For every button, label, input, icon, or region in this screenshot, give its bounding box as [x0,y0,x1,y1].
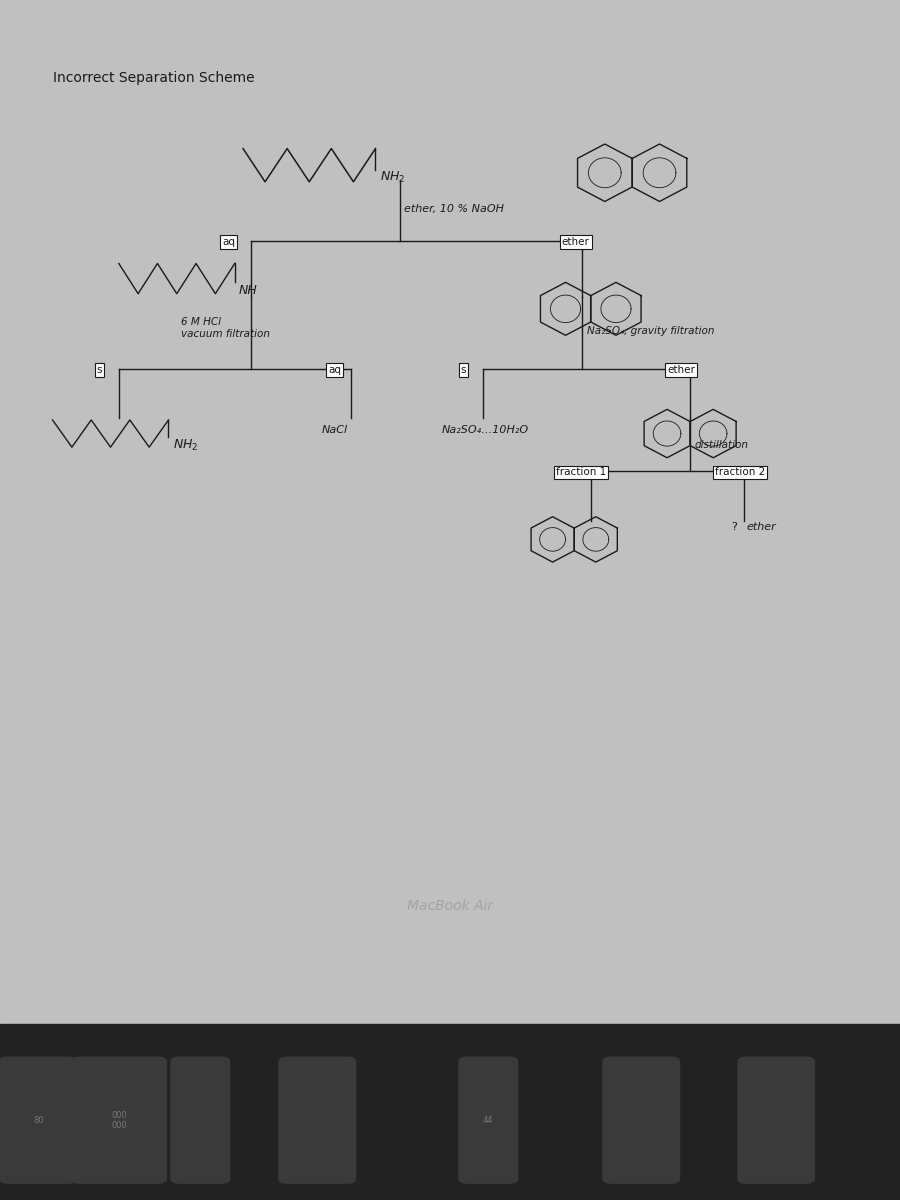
FancyBboxPatch shape [459,1057,518,1183]
Text: MacBook Air: MacBook Air [407,899,493,913]
Text: 000
000: 000 000 [112,1110,127,1130]
FancyBboxPatch shape [738,1057,815,1183]
Text: NH$_2$: NH$_2$ [381,169,406,185]
FancyBboxPatch shape [72,1057,166,1183]
Text: Incorrect Separation Scheme: Incorrect Separation Scheme [52,71,254,85]
Text: ether: ether [667,365,695,376]
Text: fraction 2: fraction 2 [715,468,765,478]
Bar [0,1024,900,1200]
Text: aq: aq [328,365,341,376]
FancyBboxPatch shape [603,1057,680,1183]
FancyBboxPatch shape [279,1057,356,1183]
Text: ether, 10 % NaOH: ether, 10 % NaOH [404,204,505,214]
Text: NaCl: NaCl [321,425,347,434]
Text: 6 M HCl
vacuum filtration: 6 M HCl vacuum filtration [181,317,270,338]
Text: ether: ether [746,522,776,532]
Text: aq: aq [222,236,235,247]
Text: Na₂SO₄…10H₂O: Na₂SO₄…10H₂O [442,425,529,434]
Text: 44: 44 [483,1116,493,1124]
Text: Na₂SO₄, gravity filtration: Na₂SO₄, gravity filtration [587,326,714,336]
Text: NH: NH [238,284,257,296]
Text: fraction 1: fraction 1 [556,468,607,478]
FancyBboxPatch shape [171,1057,230,1183]
Text: NH$_2$: NH$_2$ [173,438,198,454]
Text: s: s [96,365,102,376]
Text: distillation: distillation [694,440,748,450]
Text: ether: ether [562,236,590,247]
Text: s: s [461,365,466,376]
FancyBboxPatch shape [0,1057,76,1183]
Text: 80: 80 [33,1116,43,1124]
Text: ?: ? [732,522,737,532]
